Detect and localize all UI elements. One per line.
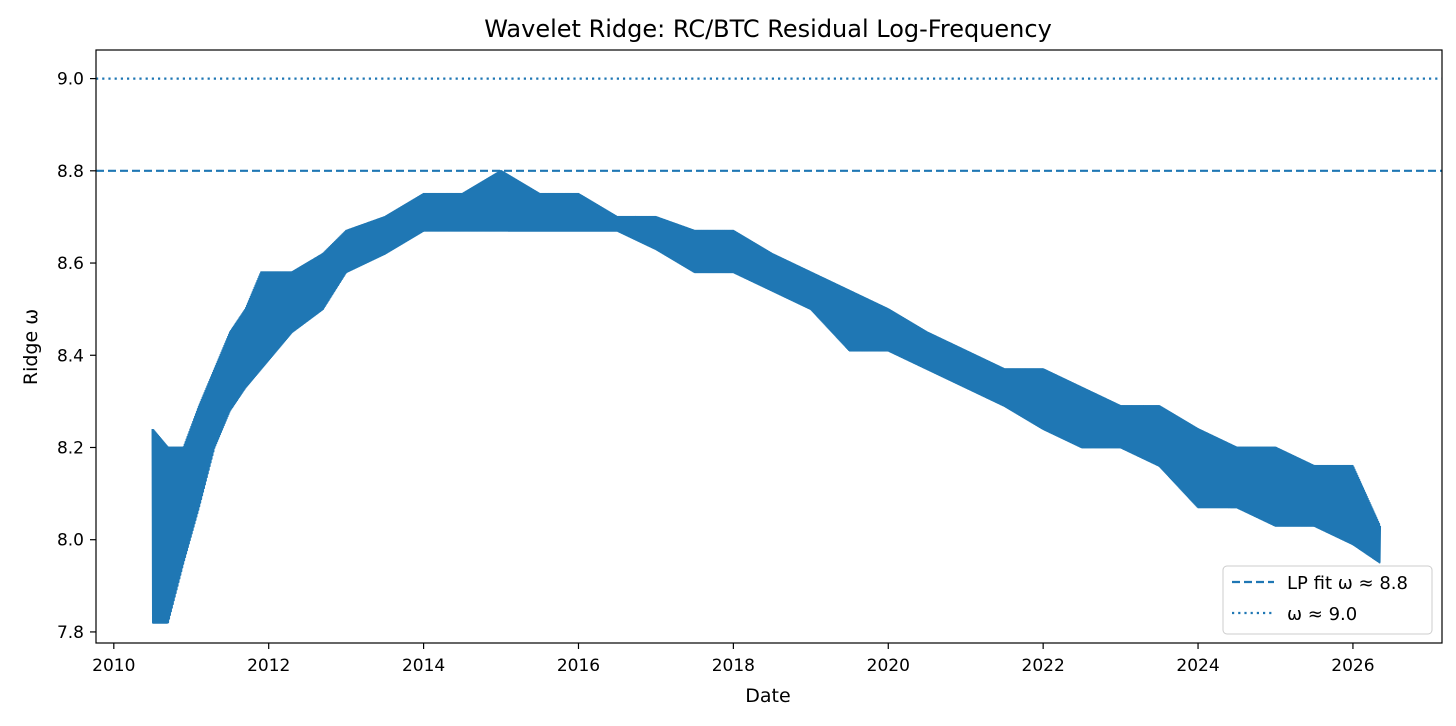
y-tick-label: 8.4 <box>57 346 84 366</box>
y-tick-label: 8.2 <box>57 438 84 458</box>
x-tick-label: 2018 <box>712 656 755 676</box>
x-axis-label: Date <box>745 685 790 707</box>
x-tick-label: 2012 <box>247 656 290 676</box>
y-tick-label: 8.8 <box>57 162 84 182</box>
legend-label-lp-fit: LP fit ω ≈ 8.8 <box>1287 573 1408 594</box>
y-tick-label: 7.8 <box>57 623 84 643</box>
y-axis-label: Ridge ω <box>20 309 42 385</box>
x-tick-label: 2010 <box>92 656 135 676</box>
ridge-series <box>151 169 1382 624</box>
x-tick-label: 2022 <box>1022 656 1065 676</box>
y-tick-label: 9.0 <box>57 70 84 90</box>
y-tick-label: 8.6 <box>57 254 84 274</box>
legend-label-omega-9: ω ≈ 9.0 <box>1287 604 1357 625</box>
reference-lines <box>96 77 1442 172</box>
chart-title: Wavelet Ridge: RC/BTC Residual Log-Frequ… <box>484 15 1052 43</box>
x-tick-label: 2020 <box>867 656 910 676</box>
legend: LP fit ω ≈ 8.8 ω ≈ 9.0 <box>1222 565 1433 635</box>
y-tick-label: 8.0 <box>57 531 84 551</box>
x-tick-label: 2016 <box>557 656 600 676</box>
axis-ticks: 2010 2012 2014 2016 2018 2020 2022 2024 2026 7.8 8… <box>57 70 1375 676</box>
x-tick-label: 2026 <box>1331 656 1374 676</box>
x-tick-label: 2014 <box>402 656 445 676</box>
x-tick-label: 2024 <box>1176 656 1219 676</box>
legend-box <box>1222 565 1433 635</box>
plot-frame <box>95 49 1443 644</box>
ridge-line <box>151 169 1382 624</box>
